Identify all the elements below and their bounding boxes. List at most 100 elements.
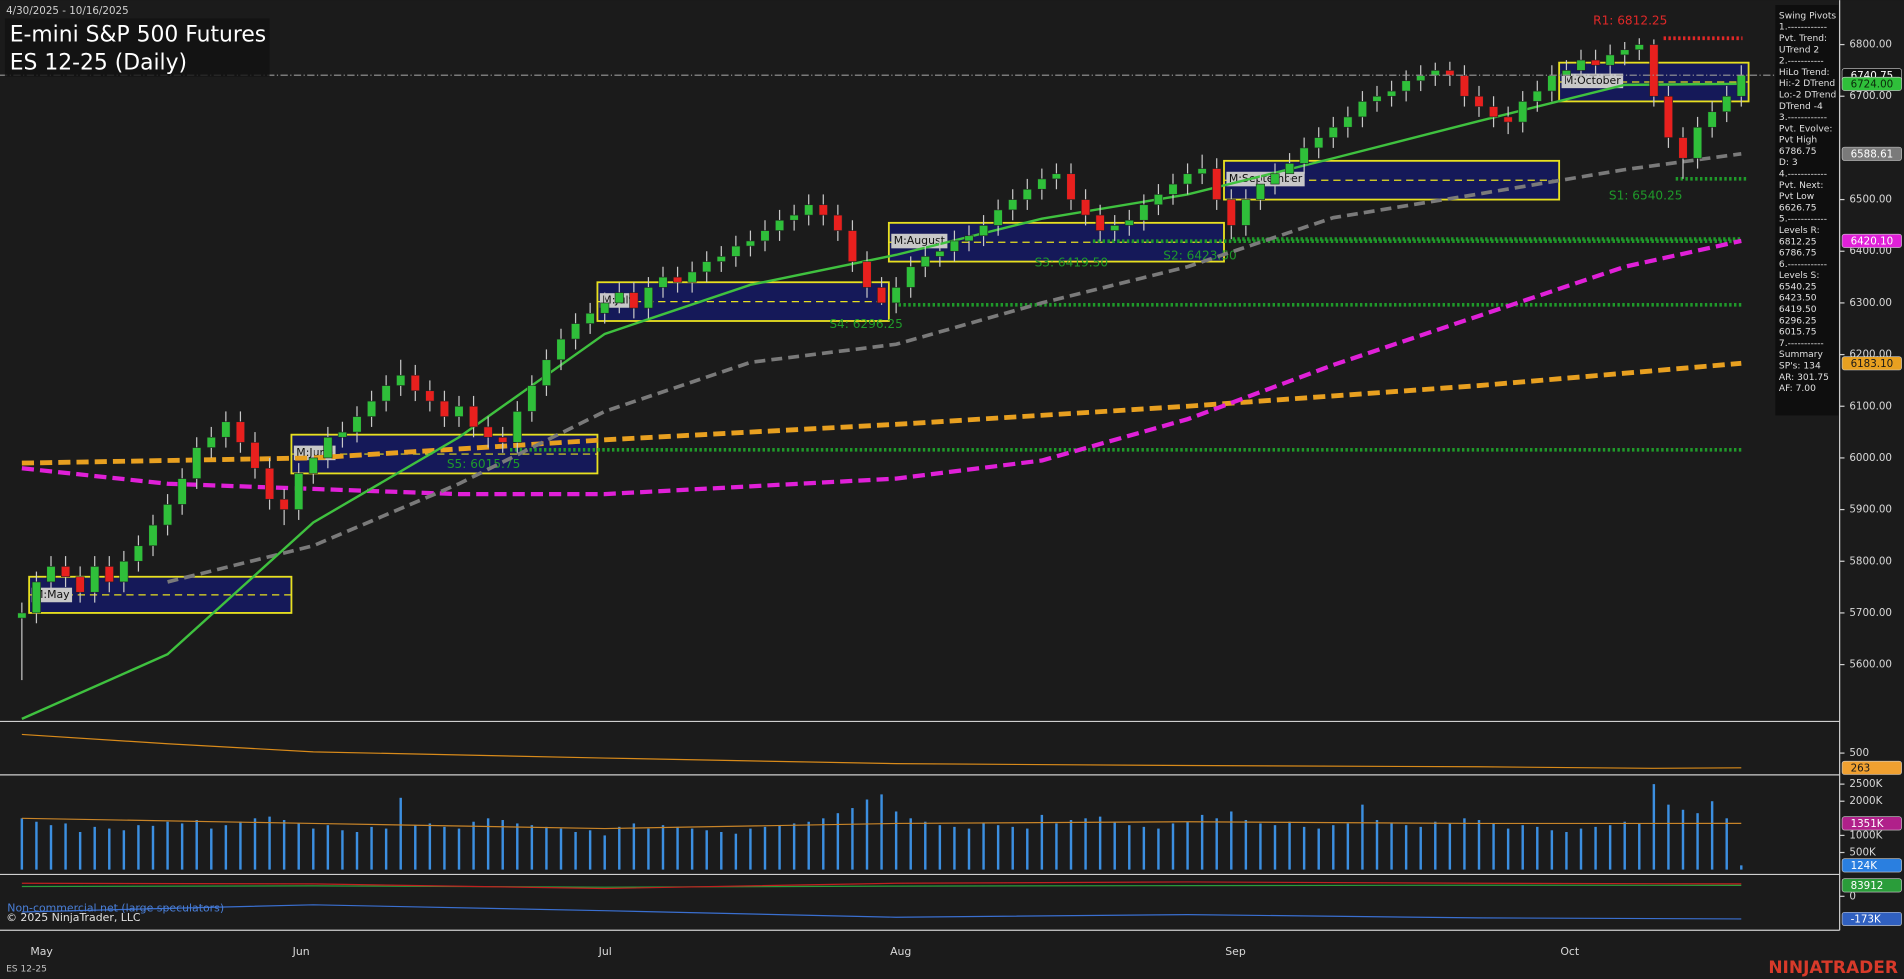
volume-bar bbox=[49, 825, 53, 870]
volume-bar bbox=[734, 833, 738, 870]
info-line: 6423.50 bbox=[1779, 294, 1817, 304]
info-line: DTrend -4 bbox=[1779, 102, 1823, 112]
y-tick-label: 500K bbox=[1849, 847, 1876, 859]
candle-body bbox=[163, 504, 173, 526]
value-area-label: M:May bbox=[34, 588, 70, 601]
candle-body bbox=[396, 374, 406, 386]
info-line: 4.------------ bbox=[1779, 170, 1827, 180]
indicator-line bbox=[21, 733, 1742, 769]
info-line: 6419.50 bbox=[1779, 305, 1817, 315]
volume-bar bbox=[1040, 814, 1044, 870]
info-line: 6015.75 bbox=[1779, 328, 1817, 338]
info-line: Pvt. Evolve: bbox=[1779, 124, 1832, 134]
candle-body bbox=[1547, 75, 1557, 92]
volume-bar bbox=[763, 826, 767, 870]
candle-body bbox=[1736, 74, 1746, 97]
info-line: 3.------------ bbox=[1779, 113, 1827, 123]
volume-bar bbox=[603, 835, 606, 870]
footer-note: Non-commercial net (large speculators) bbox=[7, 901, 224, 914]
info-line: Lo:-2 DTrend bbox=[1779, 90, 1836, 100]
volume-bar bbox=[312, 828, 315, 870]
volume-bar bbox=[414, 825, 417, 870]
candle-body bbox=[1722, 95, 1732, 113]
volume-bar bbox=[1448, 823, 1452, 870]
volume-bar bbox=[1215, 818, 1218, 870]
candle-body bbox=[1022, 188, 1032, 200]
price-marker bbox=[1841, 858, 1902, 873]
volume-bar bbox=[1681, 809, 1685, 870]
chart-title: E-mini S&P 500 Futures bbox=[10, 22, 266, 47]
candle-body bbox=[1372, 95, 1382, 102]
volume-bar bbox=[1623, 821, 1626, 870]
volume-bar bbox=[253, 818, 257, 870]
volume-bar bbox=[967, 828, 971, 870]
level-label: S2: 6423.50 bbox=[1163, 249, 1237, 263]
indicator-line bbox=[21, 904, 1742, 920]
candle-body bbox=[177, 478, 187, 505]
volume-bar bbox=[1477, 820, 1481, 870]
info-line: 6626.75 bbox=[1779, 203, 1817, 213]
volume-bar bbox=[1506, 828, 1510, 870]
info-line: 6786.75 bbox=[1779, 249, 1817, 259]
candle-body bbox=[949, 240, 959, 252]
candle-body bbox=[1153, 194, 1163, 206]
volume-bar bbox=[1521, 825, 1524, 870]
volume-bar bbox=[399, 797, 402, 870]
price-marker-label: 6420.10 bbox=[1851, 235, 1894, 247]
volume-bar bbox=[1608, 825, 1612, 870]
y-tick-label: 5600.00 bbox=[1849, 659, 1892, 671]
volume-bar bbox=[705, 830, 708, 870]
volume-bar bbox=[1579, 828, 1583, 870]
candle-body bbox=[775, 219, 785, 231]
value-area-label-bg bbox=[1226, 171, 1305, 187]
volume-bar bbox=[792, 823, 796, 870]
price-marker-label: 1351K bbox=[1851, 818, 1884, 830]
candle-body bbox=[804, 204, 814, 216]
price-marker bbox=[1841, 911, 1902, 926]
info-line: AF: 7.00 bbox=[1779, 384, 1816, 394]
value-area-label: M:September bbox=[1229, 172, 1303, 185]
candle-body bbox=[469, 405, 479, 428]
level-label: S1: 6540.25 bbox=[1609, 188, 1683, 202]
price-marker-label: 124K bbox=[1851, 860, 1878, 872]
candle-body bbox=[629, 292, 639, 309]
y-tick-label: 5900.00 bbox=[1849, 504, 1892, 516]
price-marker-label: -173K bbox=[1851, 914, 1881, 926]
candle-body bbox=[687, 271, 697, 283]
y-tick-label: 0 bbox=[1849, 890, 1856, 902]
candle-body bbox=[833, 214, 843, 231]
volume-bar bbox=[1273, 825, 1277, 870]
volume-bar bbox=[1128, 825, 1131, 870]
value-area-label: M:August bbox=[894, 234, 946, 247]
volume-bar bbox=[836, 813, 840, 870]
value-area-label-bg bbox=[31, 587, 73, 603]
volume-bar bbox=[108, 828, 111, 870]
candle-body bbox=[498, 436, 508, 443]
candle-body bbox=[906, 266, 916, 288]
volume-bar bbox=[1375, 820, 1379, 870]
price-marker-label: 6183.10 bbox=[1851, 358, 1894, 370]
info-line: Levels S: bbox=[1779, 271, 1819, 281]
volume-bar bbox=[1142, 826, 1146, 870]
info-line: SP's: 134 bbox=[1779, 362, 1821, 372]
volume-bar bbox=[457, 828, 461, 870]
info-line: 6540.25 bbox=[1779, 282, 1817, 292]
info-line: AR: 301.75 bbox=[1779, 373, 1829, 383]
candle-body bbox=[1503, 116, 1513, 123]
candle-body bbox=[571, 323, 581, 340]
candle-body bbox=[483, 426, 493, 438]
volume-bar bbox=[1230, 811, 1233, 870]
title-box bbox=[4, 18, 270, 77]
candle-body bbox=[1416, 75, 1426, 82]
volume-bar bbox=[1244, 820, 1248, 870]
candle-body bbox=[46, 566, 56, 583]
volume-bar bbox=[151, 825, 155, 870]
candle-body bbox=[658, 276, 668, 288]
brand-logo: NINJATRADER bbox=[1768, 958, 1898, 978]
candle-body bbox=[265, 467, 275, 500]
volume-bar bbox=[78, 831, 82, 870]
price-marker bbox=[1841, 878, 1902, 893]
candle-body bbox=[119, 560, 129, 583]
candle-body bbox=[1168, 183, 1178, 195]
candle-body bbox=[1314, 137, 1324, 149]
